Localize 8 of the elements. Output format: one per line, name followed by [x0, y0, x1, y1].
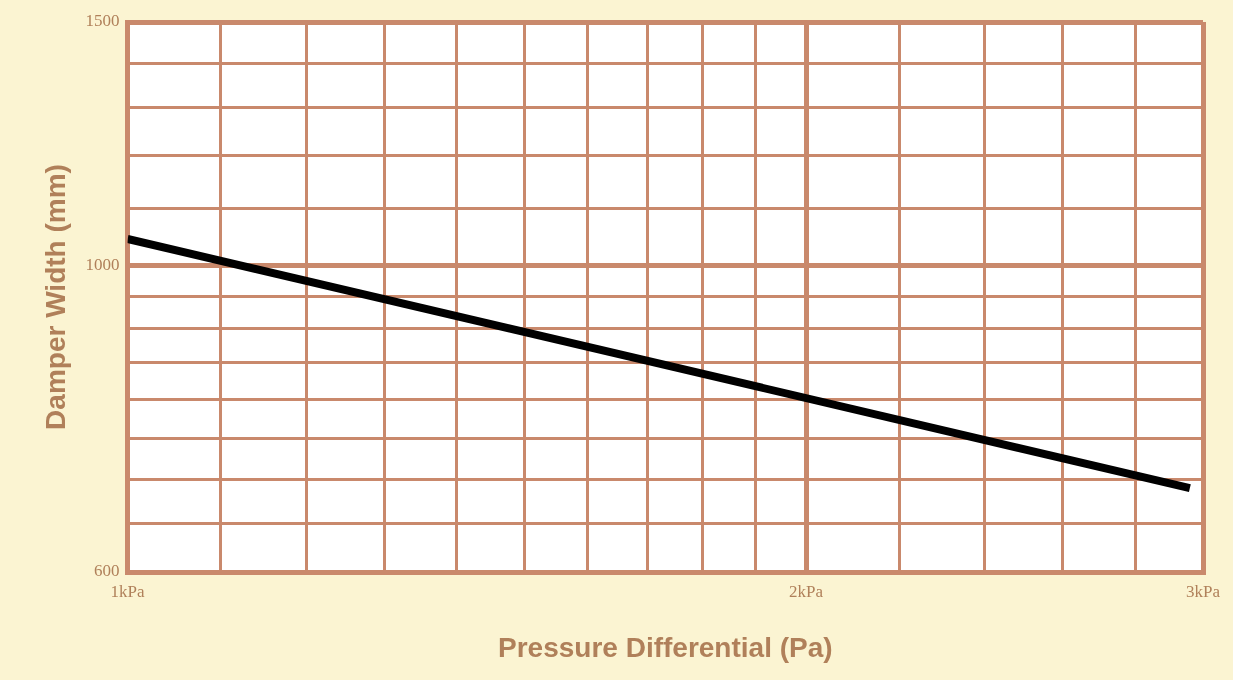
y-axis-title: Damper Width (mm)	[39, 164, 71, 430]
x-tick-label: 2kPa	[789, 581, 824, 601]
y-tick-label: 600	[94, 561, 120, 581]
x-tick-label: 3kPa	[1186, 581, 1221, 601]
y-tick-label: 1000	[85, 254, 120, 274]
x-tick-label: 1kPa	[110, 581, 146, 601]
x-axis-title: Pressure Differential (Pa)	[498, 631, 833, 663]
y-tick-label: 1500	[85, 11, 120, 31]
